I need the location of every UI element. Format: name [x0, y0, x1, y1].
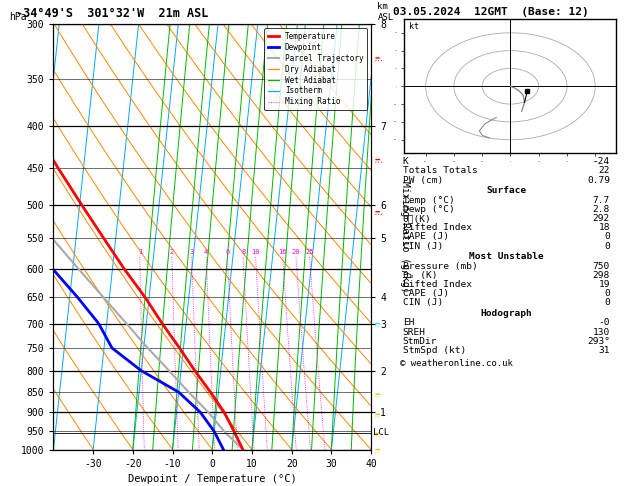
Text: 20: 20 — [292, 249, 300, 255]
Text: 6: 6 — [225, 249, 230, 255]
Text: Dewp (°C): Dewp (°C) — [403, 205, 455, 214]
Text: 25: 25 — [305, 249, 314, 255]
Text: 19: 19 — [598, 280, 610, 289]
Text: StmDir: StmDir — [403, 337, 437, 346]
Text: EH: EH — [403, 318, 415, 328]
Text: Hodograph: Hodograph — [481, 309, 532, 318]
Text: kt: kt — [409, 22, 419, 31]
Text: 16: 16 — [279, 249, 287, 255]
Text: 0: 0 — [604, 232, 610, 242]
Text: 1: 1 — [138, 249, 142, 255]
Legend: Temperature, Dewpoint, Parcel Trajectory, Dry Adiabat, Wet Adiabat, Isotherm, Mi: Temperature, Dewpoint, Parcel Trajectory… — [264, 28, 367, 110]
Text: CIN (J): CIN (J) — [403, 298, 443, 308]
Text: Surface: Surface — [486, 187, 526, 195]
Text: Pressure (mb): Pressure (mb) — [403, 261, 477, 271]
Text: 22: 22 — [598, 166, 610, 175]
Text: Most Unstable: Most Unstable — [469, 252, 543, 261]
Text: CAPE (J): CAPE (J) — [403, 232, 448, 242]
Text: -0: -0 — [598, 318, 610, 328]
Text: © weatheronline.co.uk: © weatheronline.co.uk — [400, 359, 513, 368]
Text: 3: 3 — [189, 249, 194, 255]
Y-axis label: Mixing Ratio (g/kg): Mixing Ratio (g/kg) — [400, 181, 410, 293]
Text: 0: 0 — [604, 242, 610, 251]
Text: 8: 8 — [241, 249, 245, 255]
Text: 7.7: 7.7 — [593, 196, 610, 205]
Text: K: K — [403, 156, 408, 166]
Text: -34°49'S  301°32'W  21m ASL: -34°49'S 301°32'W 21m ASL — [16, 7, 208, 20]
X-axis label: Dewpoint / Temperature (°C): Dewpoint / Temperature (°C) — [128, 474, 297, 484]
Text: hPa: hPa — [9, 12, 27, 22]
Text: LCL: LCL — [373, 428, 389, 437]
Text: 2.8: 2.8 — [593, 205, 610, 214]
Text: SREH: SREH — [403, 328, 426, 337]
Text: 130: 130 — [593, 328, 610, 337]
Text: 03.05.2024  12GMT  (Base: 12): 03.05.2024 12GMT (Base: 12) — [393, 7, 589, 17]
Text: Totals Totals: Totals Totals — [403, 166, 477, 175]
Text: CAPE (J): CAPE (J) — [403, 289, 448, 298]
Text: 0.79: 0.79 — [587, 175, 610, 185]
Text: Lifted Index: Lifted Index — [403, 280, 472, 289]
Text: Lifted Index: Lifted Index — [403, 223, 472, 232]
Text: StmSpd (kt): StmSpd (kt) — [403, 347, 466, 355]
Text: 0: 0 — [604, 289, 610, 298]
Text: 31: 31 — [598, 347, 610, 355]
Text: Temp (°C): Temp (°C) — [403, 196, 455, 205]
Text: 2: 2 — [170, 249, 174, 255]
Text: 298: 298 — [593, 271, 610, 280]
Text: θₑ (K): θₑ (K) — [403, 271, 437, 280]
Text: -24: -24 — [593, 156, 610, 166]
Text: PW (cm): PW (cm) — [403, 175, 443, 185]
Text: θᴇ(K): θᴇ(K) — [403, 214, 431, 223]
Text: 10: 10 — [252, 249, 260, 255]
Text: 18: 18 — [598, 223, 610, 232]
Text: 293°: 293° — [587, 337, 610, 346]
Text: 292: 292 — [593, 214, 610, 223]
Text: CIN (J): CIN (J) — [403, 242, 443, 251]
Text: 4: 4 — [204, 249, 208, 255]
Text: 0: 0 — [604, 298, 610, 308]
Text: 750: 750 — [593, 261, 610, 271]
Text: km
ASL: km ASL — [377, 2, 394, 22]
